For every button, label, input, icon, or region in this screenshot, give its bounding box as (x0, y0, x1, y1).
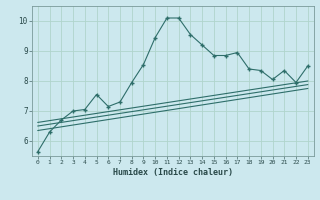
X-axis label: Humidex (Indice chaleur): Humidex (Indice chaleur) (113, 168, 233, 177)
